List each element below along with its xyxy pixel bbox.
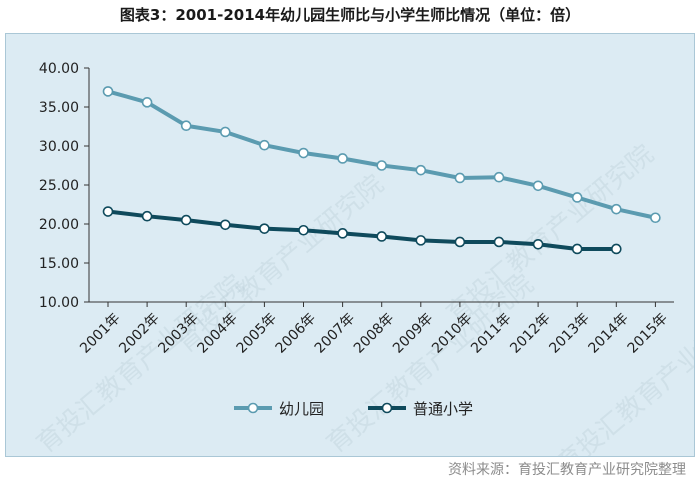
data-point [493,171,505,183]
series-kindergarten [102,86,661,224]
data-point [650,212,661,224]
data-point [298,224,309,236]
data-point [532,180,544,192]
x-tick-label: 2013年 [546,310,592,356]
legend: 幼儿园 普通小学 [234,400,473,418]
chart-title: 图表3：2001-2014年幼儿园生师比与小学生师比情况（单位：倍） [119,6,581,24]
data-point [102,86,114,97]
data-point [571,243,583,255]
source-note: 资料来源：育投汇教育产业研究院整理 [448,462,686,478]
y-tick-label: 10.00 [39,295,79,311]
y-tick-label: 15.00 [39,256,79,272]
data-point [337,228,348,239]
data-point [493,236,505,248]
data-point [532,238,544,250]
data-point [180,214,192,226]
legend-swatch-marker [381,402,393,414]
data-point [454,172,466,184]
data-point [298,147,309,159]
y-axis-ticks: 40.00 35.00 30.00 25.00 20.00 15.00 10.00 [39,61,89,311]
x-tick-label: 2015年 [625,310,671,356]
series-primary-school [102,206,622,255]
y-tick-label: 30.00 [39,139,79,155]
y-tick-label: 20.00 [39,217,79,233]
y-tick-label: 35.00 [39,100,79,116]
data-point [571,192,583,203]
watermark-layer: 育投汇教育产业研究院 育投汇教育产业研究院 育投汇教育产业研究院育投汇教育产业研究院… [31,139,694,456]
legend-label: 普通小学 [413,400,473,418]
x-tick-label: 2007年 [312,310,358,356]
legend-label: 幼儿园 [279,400,324,418]
x-tick-label: 2006年 [273,310,319,356]
x-tick-label: 2012年 [507,310,553,356]
watermark-text: 育投汇教育产业研究院 [441,139,659,329]
legend-swatch-marker [247,402,259,414]
data-point [610,203,622,215]
y-tick-label: 25.00 [39,178,79,194]
watermark-text: 育投汇教育产业研究院 [321,269,539,456]
data-point [259,223,270,234]
series-layer [102,86,661,255]
data-point [376,231,388,242]
data-point [141,97,153,108]
data-point [415,235,427,246]
data-point [376,160,388,171]
data-point [454,236,466,248]
data-point [102,206,114,217]
legend-item: 普通小学 [368,400,473,418]
x-tick-label: 2014年 [585,310,631,356]
data-point [180,120,192,132]
data-point [610,243,622,255]
y-tick-label: 40.00 [39,61,79,77]
data-point [415,164,427,176]
x-tick-label: 2008年 [351,310,397,356]
data-point [141,210,153,222]
line-chart: 育投汇教育产业研究院 育投汇教育产业研究院 育投汇教育产业研究院育投汇教育产业研究院… [31,61,694,456]
series-line [107,209,617,251]
data-point [220,126,231,138]
legend-item: 幼儿园 [234,400,324,418]
data-point [337,153,348,164]
x-tick-label: 2001年 [77,310,123,356]
chart-frame: 育投汇教育产业研究院 育投汇教育产业研究院 育投汇教育产业研究院 育投汇教育产业研究院… [5,33,695,457]
data-point [220,219,231,231]
data-point [259,139,270,151]
watermark-text: 育投汇教育产业研究院 [171,169,389,359]
